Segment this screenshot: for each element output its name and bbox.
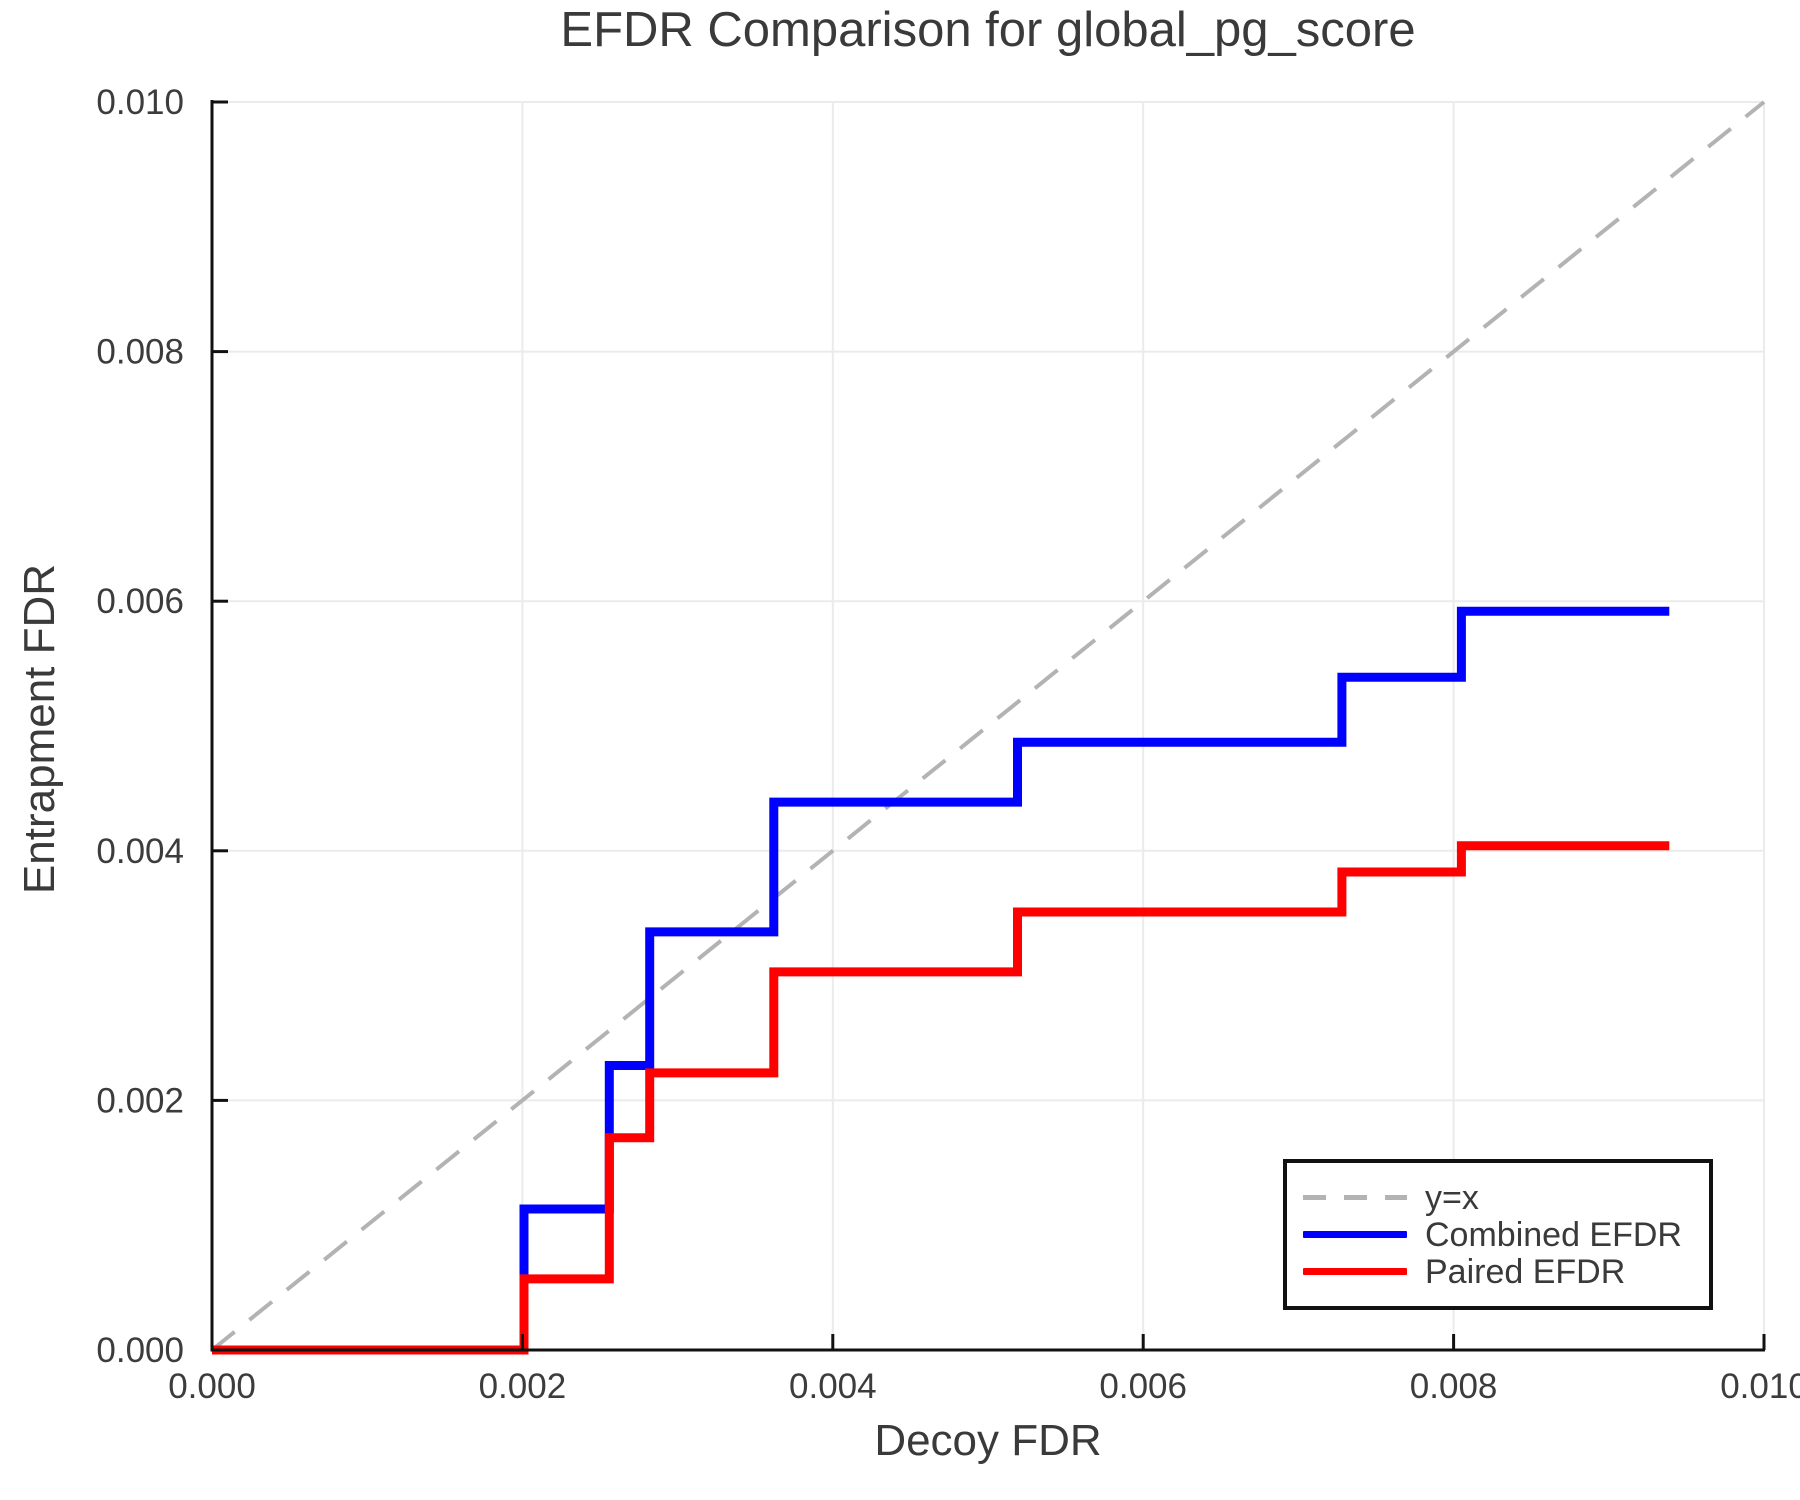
combined-efdr-line — [212, 606, 1670, 1355]
legend-label-identity: y=x — [1425, 1178, 1479, 1217]
paired-efdr-line-sample — [1303, 1268, 1407, 1275]
paired-efdr-line — [212, 841, 1670, 1355]
x-tick-label: 0.008 — [1410, 1367, 1498, 1406]
x-tick-label: 0.010 — [1720, 1367, 1800, 1406]
legend-label-paired-efdr: Paired EFDR — [1425, 1252, 1626, 1291]
x-tick-label: 0.004 — [789, 1367, 877, 1406]
chart-title: EFDR Comparison for global_pg_score — [560, 3, 1416, 57]
legend: y=x Combined EFDR Paired EFDR — [1283, 1159, 1713, 1310]
legend-item-paired-efdr: Paired EFDR — [1303, 1253, 1709, 1290]
x-tick-label: 0.000 — [168, 1367, 256, 1406]
y-tick-label: 0.002 — [96, 1081, 184, 1120]
legend-item-combined-efdr: Combined EFDR — [1303, 1216, 1709, 1253]
x-axis-label: Decoy FDR — [874, 1416, 1102, 1465]
y-tick-label: 0.008 — [96, 333, 184, 372]
identity-line — [210, 100, 1766, 1352]
y-tick-label: 0.004 — [96, 832, 184, 871]
y-tick-label: 0.000 — [96, 1331, 184, 1370]
legend-item-identity: y=x — [1303, 1179, 1709, 1216]
legend-label-combined-efdr: Combined EFDR — [1425, 1215, 1682, 1254]
y-tick-label: 0.006 — [96, 582, 184, 621]
x-tick-label: 0.006 — [1099, 1367, 1187, 1406]
x-tick-label: 0.002 — [479, 1367, 567, 1406]
dashed-line-sample — [1303, 1195, 1407, 1200]
y-tick-label: 0.010 — [96, 83, 184, 122]
combined-efdr-line-sample — [1303, 1231, 1407, 1238]
